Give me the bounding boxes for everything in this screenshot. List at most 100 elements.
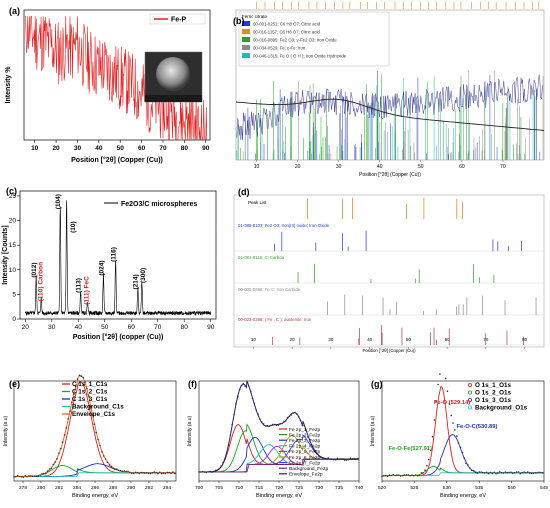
- y-tick-label: 15: [9, 242, 17, 249]
- raw-data-point: [515, 471, 518, 473]
- legend-swatch: [242, 37, 250, 42]
- raw-data-point: [504, 471, 507, 473]
- legend-item: Background_O1s: [475, 405, 528, 412]
- raw-data-point: [334, 458, 337, 461]
- y-axis-title: Intensity %: [5, 66, 12, 104]
- raw-data-point: [450, 414, 452, 417]
- raw-data-point: [200, 471, 202, 473]
- raw-data-point: [414, 474, 417, 476]
- raw-data-point: [28, 475, 30, 477]
- raw-data-point: [513, 472, 516, 474]
- raw-data-point: [54, 461, 56, 463]
- x-tick-label: 20: [290, 337, 296, 342]
- raw-data-point: [257, 413, 259, 415]
- x-tick-label: 540: [508, 485, 516, 491]
- legend-item: O 1s_3_O1s: [475, 397, 512, 404]
- raw-data-point: [309, 439, 311, 441]
- peak-annotation: Fe-O (529.14): [434, 400, 470, 406]
- raw-data-point: [30, 475, 32, 477]
- x-axis-title: Position [°2θ] (Copper (Cu)): [71, 156, 163, 164]
- raw-data-point: [216, 469, 219, 471]
- raw-data-point: [97, 438, 99, 441]
- x-axis-title: Binding energy, eV: [72, 493, 118, 499]
- x-tick-label: 60: [445, 337, 451, 342]
- x-tick-label: 70: [154, 324, 162, 331]
- raw-data-point: [321, 457, 324, 459]
- raw-data-point: [123, 470, 126, 472]
- legend-item: C 1s_3_C1s: [72, 396, 108, 403]
- raw-data-point: [155, 471, 157, 474]
- raw-data-point: [114, 468, 116, 471]
- raw-data-point: [203, 471, 206, 473]
- raw-data-point: [242, 382, 245, 385]
- legend-swatch: [468, 382, 473, 387]
- peak-annotation: (111) FeC: [84, 276, 91, 305]
- component-line: [14, 465, 176, 477]
- raw-data-point: [435, 400, 437, 403]
- raw-data-point: [145, 472, 148, 474]
- raw-data-point: [35, 475, 38, 477]
- raw-data-point: [255, 409, 257, 411]
- x-tick-label: 60: [138, 145, 146, 152]
- raw-data-point: [297, 416, 300, 418]
- raw-data-point: [59, 447, 62, 450]
- peak-annotation: (110) Carbon: [38, 262, 45, 301]
- raw-data-point: [474, 471, 477, 474]
- raw-data-point: [95, 431, 97, 434]
- reference-label: 00-023-0298; ( Fe , C ); austenite; Iron: [238, 317, 312, 322]
- raw-data-point: [416, 475, 419, 477]
- x-tick-label: 284: [73, 485, 81, 491]
- raw-data-point: [76, 378, 79, 380]
- raw-data-point: [433, 419, 436, 421]
- raw-data-point: [296, 413, 298, 415]
- legend-box: [149, 13, 206, 25]
- raw-data-point: [457, 442, 460, 444]
- raw-data-point: [320, 456, 322, 459]
- raw-data-point: [353, 457, 355, 460]
- raw-data-point: [153, 471, 155, 473]
- raw-data-point: [525, 471, 527, 474]
- component-line: [199, 436, 359, 473]
- raw-data-point: [294, 411, 296, 414]
- raw-data-point: [138, 472, 140, 475]
- raw-data-point: [24, 475, 27, 477]
- raw-data-point: [540, 471, 542, 474]
- raw-data-point: [88, 395, 90, 397]
- raw-data-point: [244, 385, 246, 387]
- plot-frame: [23, 9, 211, 141]
- raw-data-point: [233, 413, 235, 416]
- raw-data-point: [224, 458, 226, 460]
- raw-data-point: [510, 471, 512, 473]
- raw-data-point: [220, 465, 222, 467]
- raw-data-point: [396, 474, 398, 476]
- panel-f-label: (f): [188, 379, 197, 389]
- x-tick-label: 535: [475, 485, 483, 491]
- raw-data-point: [301, 424, 304, 427]
- raw-data-point: [345, 459, 348, 461]
- raw-data-point: [386, 475, 389, 477]
- legend-item: Fe 2p_3_Fe2p: [289, 438, 321, 444]
- raw-data-point: [149, 472, 152, 475]
- x-tick-label: 280: [37, 485, 45, 491]
- panel-c-label: (c): [6, 186, 17, 196]
- raw-data-point: [420, 472, 423, 474]
- raw-data-point: [170, 472, 172, 475]
- raw-data-point: [205, 471, 208, 474]
- raw-data-point: [480, 471, 482, 473]
- raw-data-point: [542, 472, 544, 474]
- raw-data-point: [418, 474, 421, 477]
- component-line: [382, 434, 544, 476]
- raw-data-point: [310, 444, 313, 446]
- x-tick-label: 90: [207, 324, 215, 331]
- x-tick-label: 730: [315, 485, 323, 491]
- raw-data-point: [336, 457, 339, 460]
- x-tick-label: 60: [128, 324, 136, 331]
- raw-data-point: [67, 418, 69, 420]
- legend-item: Fe 2p_5_Fe2p: [289, 449, 321, 455]
- raw-data-point: [136, 471, 139, 474]
- raw-data-point: [426, 464, 428, 467]
- raw-data-point: [534, 472, 537, 474]
- x-tick-label: 530: [443, 485, 451, 491]
- legend-item: Background_C1s: [72, 404, 124, 411]
- raw-data-point: [262, 423, 265, 425]
